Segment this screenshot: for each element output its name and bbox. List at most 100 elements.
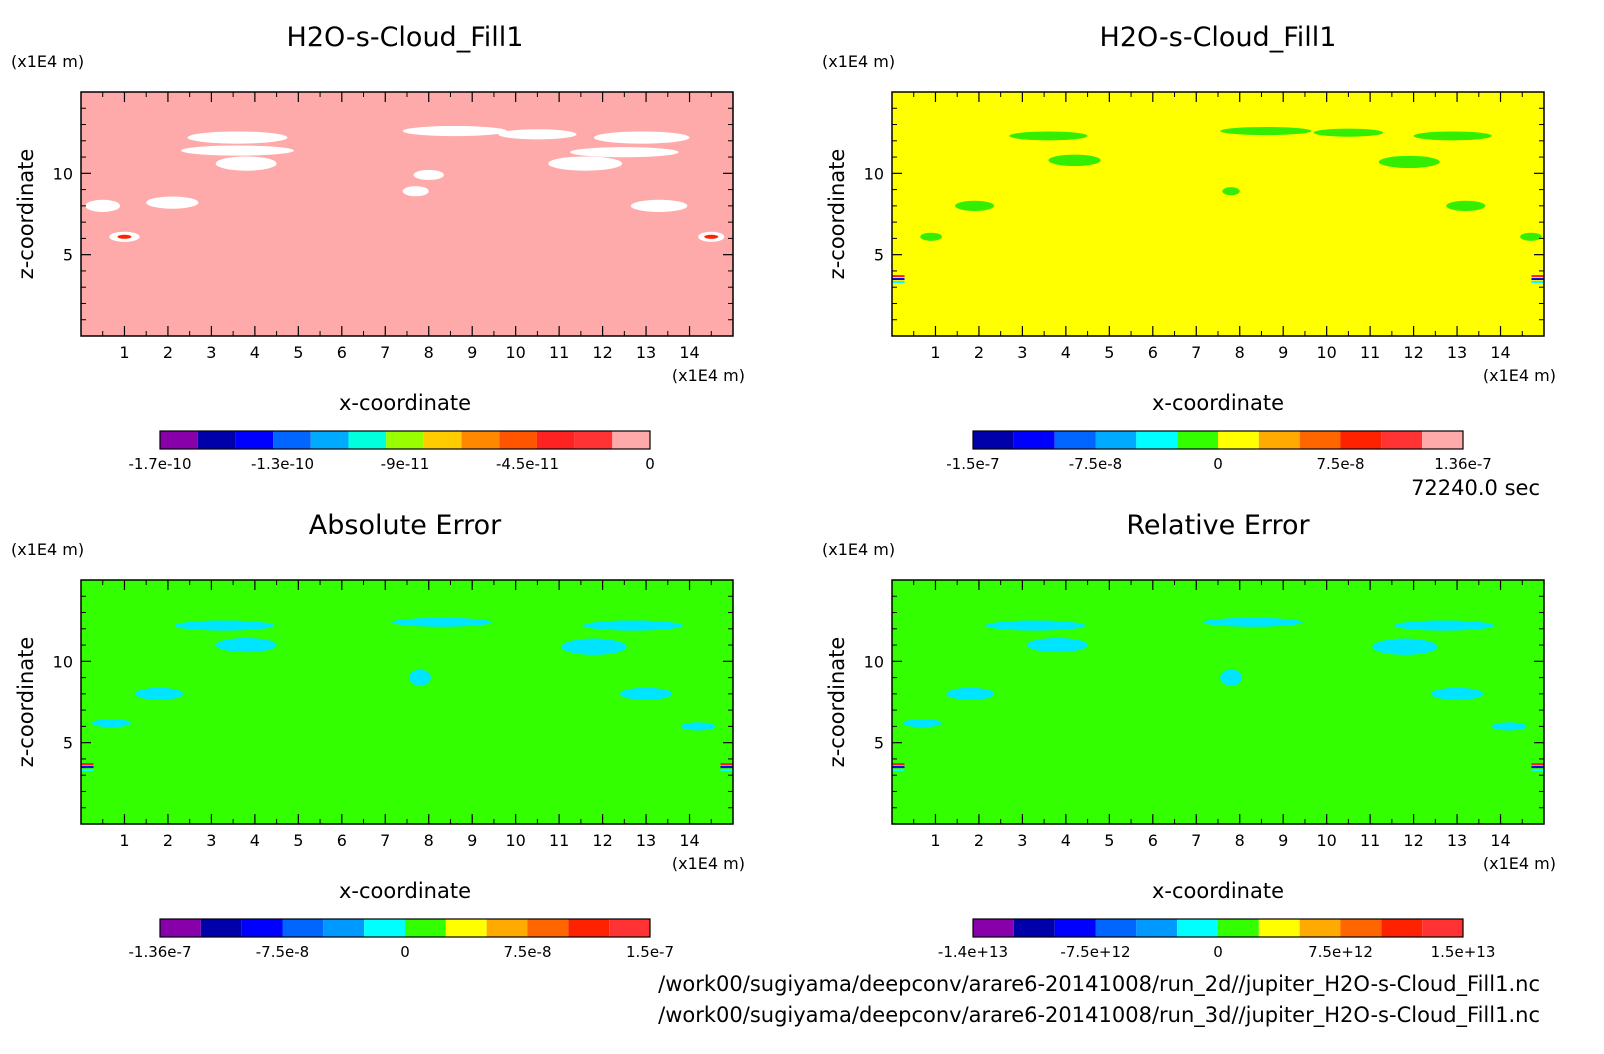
x-tick-label: 13: [636, 343, 656, 362]
colorbar-swatch: [574, 431, 613, 449]
x-axis-unit: (x1E4 m): [672, 854, 745, 873]
plot-area: [892, 580, 1544, 824]
cloud-patch: [174, 620, 275, 631]
colorbar-frame: [972, 430, 1464, 450]
edge-patch: [720, 766, 733, 769]
cloud-patch: [1491, 722, 1527, 731]
colorbar-label: -9e-11: [381, 455, 430, 473]
cloud-patch: [619, 687, 673, 700]
x-tick-label: 2: [163, 831, 173, 850]
cloud-patch: [593, 131, 690, 144]
colorbar-label: -1.3e-10: [251, 455, 314, 473]
cloud-patch: [135, 687, 184, 700]
x-tick-label: 4: [1061, 343, 1071, 362]
x-tick-label: 3: [1017, 343, 1027, 362]
edge-patch: [892, 275, 905, 278]
colorbar-swatch: [241, 919, 283, 937]
x-tick-label: 8: [424, 831, 434, 850]
y-axis-unit: (x1E4 m): [822, 52, 895, 71]
cloud-patch: [402, 125, 507, 137]
colorbar-swatch: [1095, 431, 1137, 449]
x-tick-label: 12: [1403, 831, 1423, 850]
x-tick-label: 10: [1316, 343, 1336, 362]
x-axis-label: x-coordinate: [339, 391, 471, 415]
colorbar-swatch: [1095, 919, 1137, 937]
y-tick-label: 10: [864, 652, 884, 671]
edge-patch: [1531, 278, 1544, 281]
colorbar-swatch: [323, 919, 365, 937]
colorbar-swatch: [1218, 919, 1259, 937]
edge-patch: [1531, 769, 1544, 772]
edge-patch: [720, 763, 733, 766]
colorbar-label: -7.5e+12: [1060, 943, 1130, 961]
colorbar-frame: [159, 918, 651, 938]
colorbar-swatch: [461, 431, 500, 449]
edge-patch: [892, 763, 905, 766]
x-axis-unit: (x1E4 m): [1483, 366, 1556, 385]
colorbar-label: 0: [400, 943, 410, 961]
colorbar-frame: [972, 918, 1464, 938]
colorbar-label: -7.5e-8: [1069, 455, 1122, 473]
edge-patch: [892, 278, 905, 281]
cloud-patch: [1220, 669, 1242, 686]
colorbar-swatch: [1299, 431, 1341, 449]
colorbar-swatch: [282, 919, 324, 937]
x-tick-label: 12: [1403, 343, 1423, 362]
cloud-patch: [955, 200, 995, 211]
x-tick-label: 7: [380, 343, 390, 362]
colorbar-swatch: [1381, 919, 1423, 937]
x-tick-label: 11: [549, 831, 569, 850]
chart-panel-2: H2O-s-Cloud_Fill1(x1E4 m)1 2 3 4 5 6 7 8 9 10 11 12…: [822, 22, 1556, 473]
y-axis-unit: (x1E4 m): [11, 52, 84, 71]
x-tick-label: 9: [1278, 831, 1288, 850]
edge-patch: [892, 281, 905, 284]
cloud-patch: [548, 156, 623, 171]
cloud-patch: [902, 719, 942, 728]
colorbar-swatch: [1136, 431, 1178, 449]
cloud-patch: [180, 145, 294, 156]
colorbar-swatch: [1177, 431, 1218, 449]
x-tick-label: 6: [1148, 831, 1158, 850]
chart-title: Absolute Error: [309, 510, 502, 541]
y-tick-label: 10: [53, 164, 73, 183]
colorbar-swatch: [973, 919, 1014, 937]
chart-title: H2O-s-Cloud_Fill1: [1100, 22, 1337, 53]
colorbar-swatch: [364, 919, 405, 937]
cloud-patch: [413, 169, 444, 181]
y-tick-label: 5: [63, 734, 73, 753]
colorbar-swatch: [536, 431, 575, 449]
x-tick-label: 14: [679, 831, 699, 850]
cloud-patch: [91, 719, 131, 728]
x-tick-label: 4: [1061, 831, 1071, 850]
x-tick-label: 11: [549, 343, 569, 362]
cloud-patch: [920, 232, 942, 241]
y-tick-label: 5: [874, 246, 884, 265]
colorbar-swatch: [1299, 919, 1341, 937]
cloud-patch: [946, 687, 995, 700]
y-axis-label: z-coordinate: [14, 149, 38, 280]
colorbar-label: -1.7e-10: [129, 455, 192, 473]
colorbar-swatch: [1013, 431, 1055, 449]
x-tick-label: 7: [1191, 343, 1201, 362]
x-axis-label: x-coordinate: [1152, 391, 1284, 415]
x-tick-label: 5: [293, 343, 303, 362]
cloud-patch: [561, 638, 627, 655]
x-tick-label: 3: [1017, 831, 1027, 850]
cloud-patch: [215, 637, 277, 653]
colorbar-swatch: [612, 431, 650, 449]
colorbar-swatch: [273, 431, 311, 449]
x-tick-label: 9: [1278, 343, 1288, 362]
colorbar-swatch: [1258, 919, 1300, 937]
colorbar-swatch: [310, 431, 349, 449]
colorbar-label: 0: [1213, 455, 1223, 473]
cloud-patch: [680, 722, 716, 731]
x-tick-label: 1: [930, 343, 940, 362]
x-tick-label: 9: [467, 831, 477, 850]
chart-panel-1: H2O-s-Cloud_Fill1(x1E4 m)1 2 3 4 5 6 7 8 9 10 11 12…: [11, 22, 745, 473]
y-tick-label: 5: [63, 246, 73, 265]
x-tick-label: 4: [250, 343, 260, 362]
x-tick-label: 7: [1191, 831, 1201, 850]
colorbar-swatch: [1054, 431, 1096, 449]
colorbar-swatch: [1381, 431, 1423, 449]
cloud-patch: [1222, 187, 1240, 196]
